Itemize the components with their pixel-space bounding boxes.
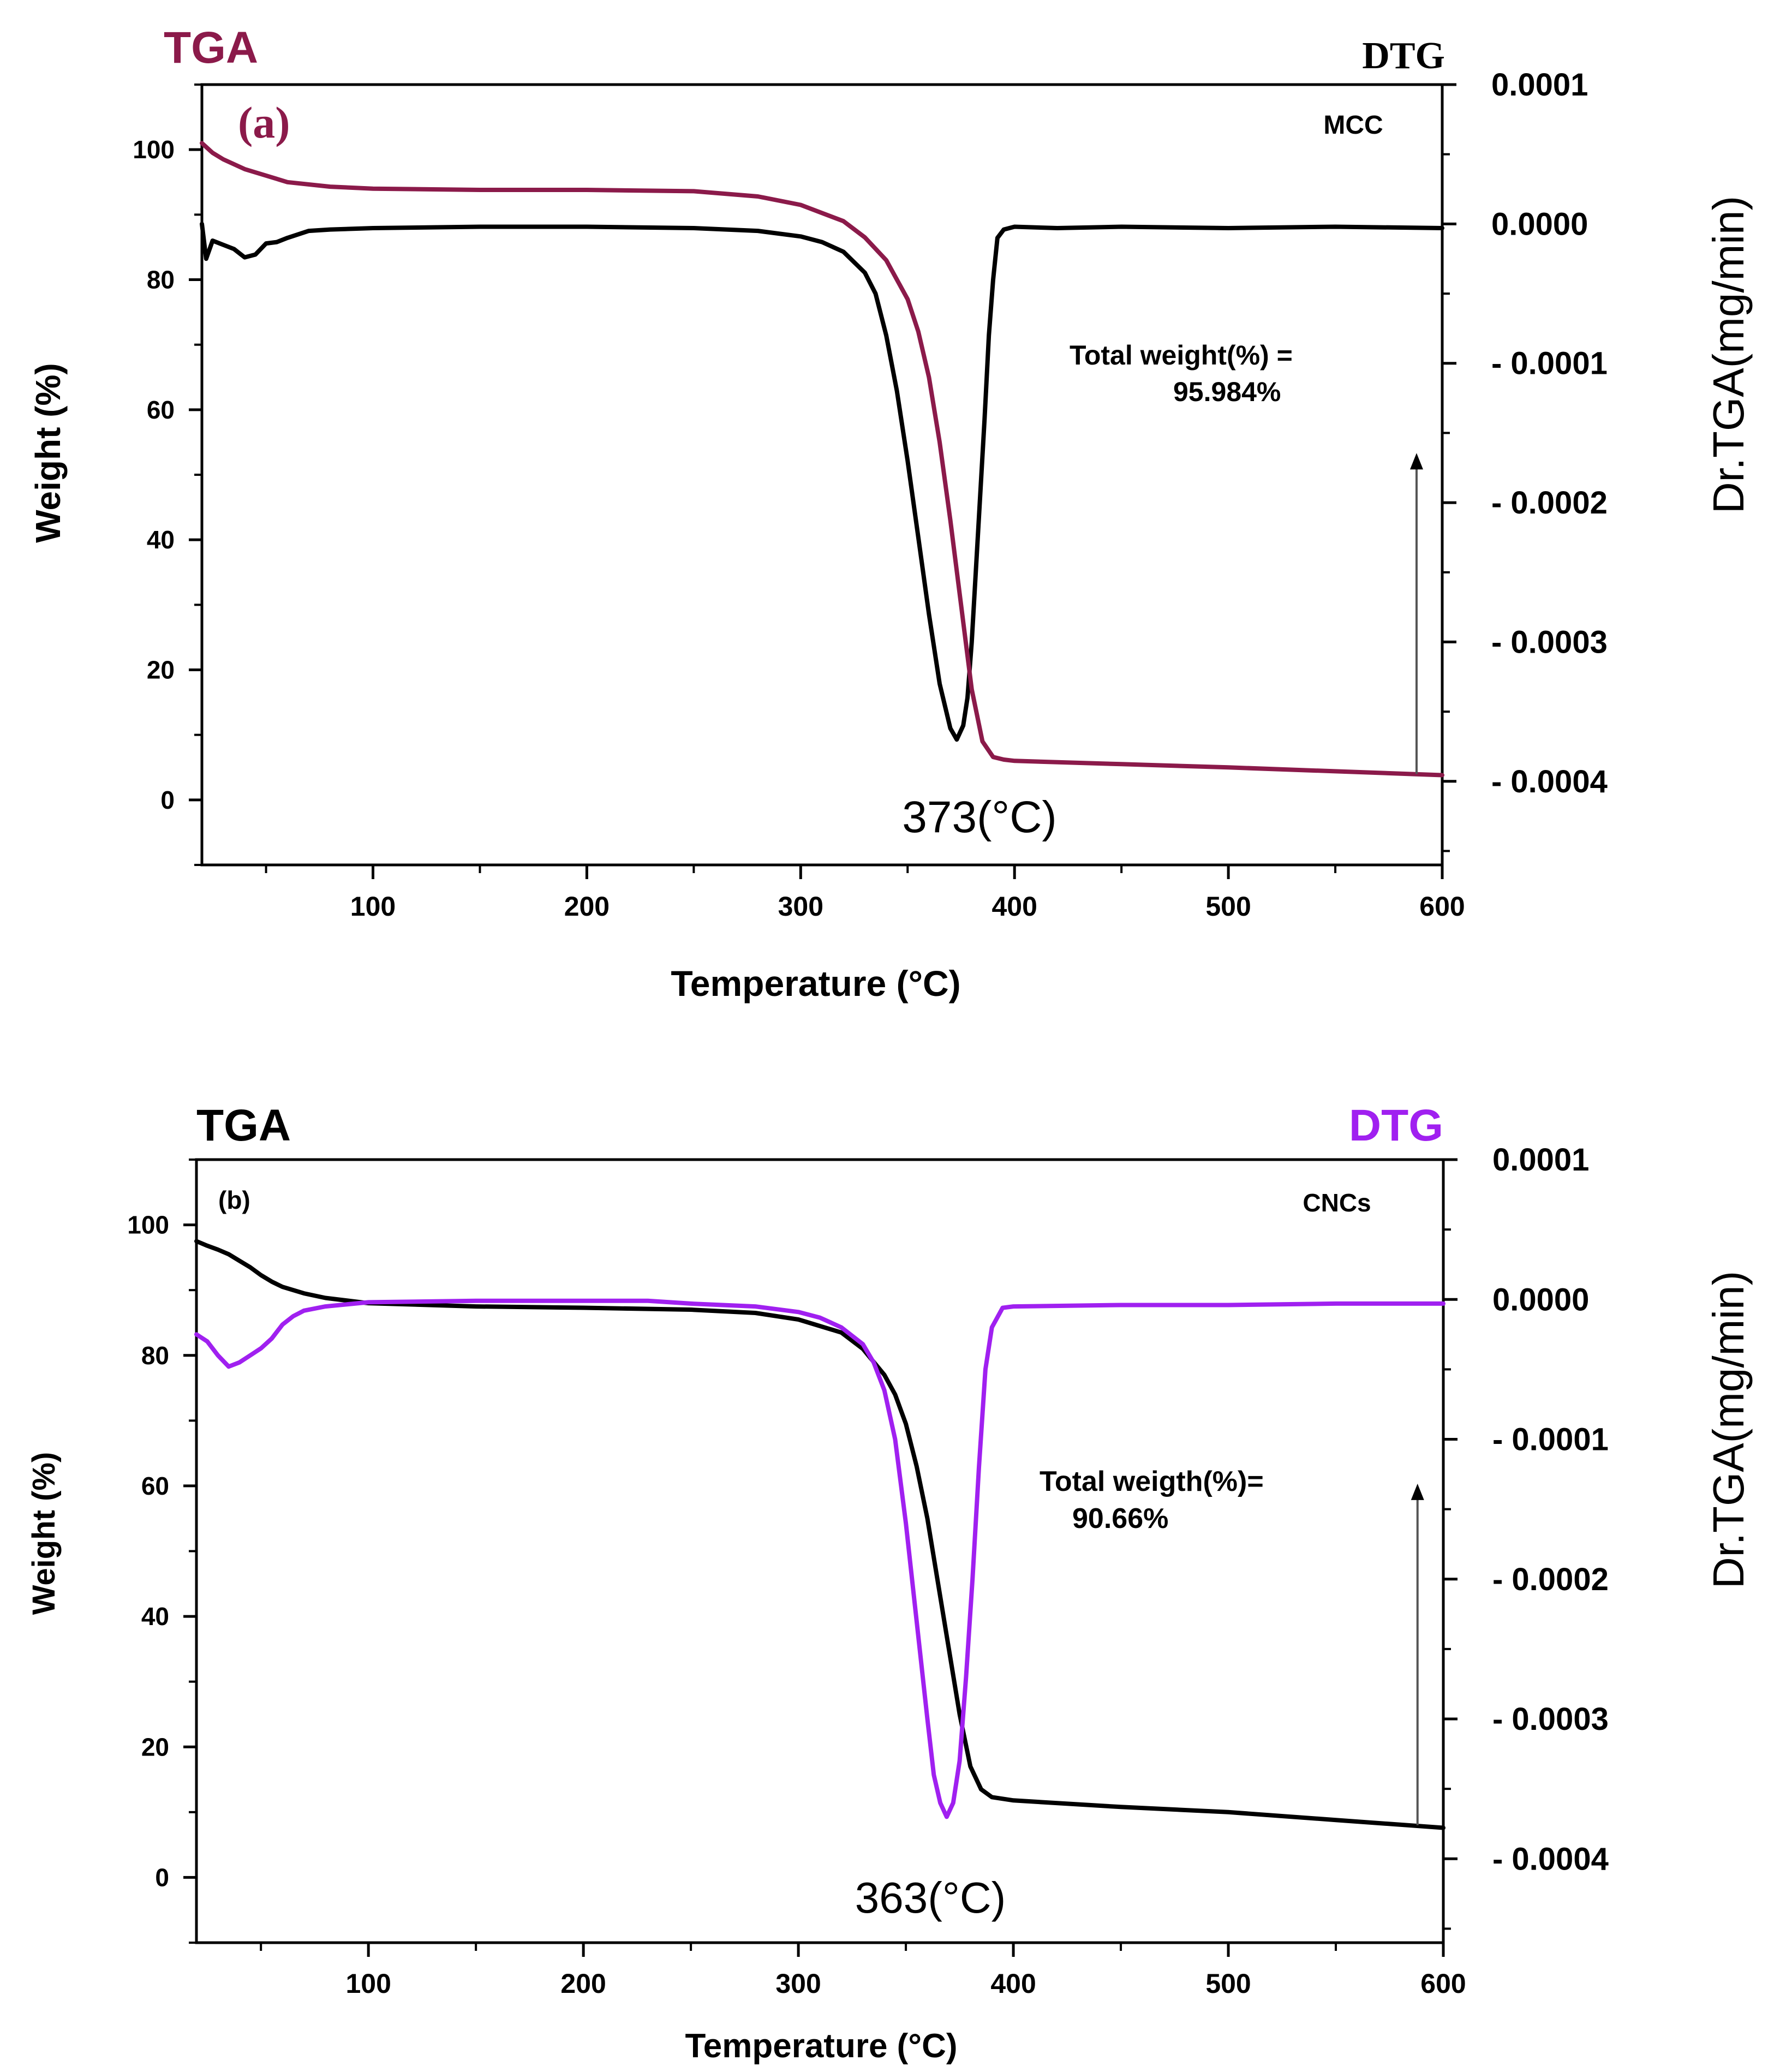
panel-a-y-axis-label-right: Dr.TGA(mg/min): [1704, 196, 1753, 513]
x-tick-label: 100: [345, 1968, 391, 1999]
weight-change-arrow-head: [1411, 1483, 1424, 1500]
y-right-tick-label: - 0.0003: [1491, 624, 1608, 660]
y-left-tick-label: 60: [147, 396, 175, 424]
series-dtg-line: [194, 1298, 1446, 1819]
y-right-tick-label: 0.0001: [1491, 67, 1588, 103]
y-left-tick-label: 0: [155, 1863, 169, 1891]
panel-b-plot-area: 100 200 300 400 500 600 0 20 40 60 80 100 0.0001 0.00…: [127, 1142, 1609, 1999]
y-right-tick-label: - 0.0002: [1491, 485, 1608, 521]
panel-b-label: (b): [218, 1186, 250, 1214]
y-left-tick-label: 0: [160, 786, 175, 814]
x-tick-label: 200: [564, 891, 610, 922]
panel-b-total-line1: Total weigth(%)=: [1040, 1466, 1264, 1497]
series-tga-line: [200, 141, 1444, 778]
x-tick-label: 600: [1419, 891, 1465, 922]
y-right-tick-label: - 0.0001: [1491, 346, 1608, 381]
panel-a-y-axis-label-left: Weight (%): [28, 363, 68, 542]
x-tick-label: 400: [991, 891, 1037, 922]
panel-a-total-line1: Total weight(%) =: [1070, 340, 1293, 371]
x-tick-label: 100: [350, 891, 396, 922]
panel-b-total-line2: 90.66%: [1072, 1503, 1168, 1534]
plot-frame: [195, 1158, 1445, 1944]
panel-b-y-axis-label-left: Weight (%): [26, 1452, 62, 1615]
y-left-tick-label: 40: [147, 526, 175, 554]
y-right-tick-label: 0.0000: [1491, 206, 1588, 242]
x-tick-label: 200: [560, 1968, 606, 1999]
panel-a-left-title: TGA: [164, 23, 258, 73]
plot-frame: [200, 83, 1444, 867]
y-right-tick-label: 0.0000: [1492, 1282, 1589, 1317]
y-left-tick-label: 80: [147, 266, 175, 294]
y-right-tick-label: - 0.0004: [1491, 764, 1608, 799]
panel-a-x-axis-label: Temperature (°C): [671, 963, 960, 1004]
panel-b-cncs: TGA DTG 100 200 300 400 500 600 0 20 40 60 80 100 0.…: [26, 1101, 1753, 2065]
series-tga-line: [194, 1239, 1446, 1830]
panel-a-right-title: DTG: [1362, 35, 1445, 77]
x-tick-label: 400: [990, 1968, 1036, 1999]
panel-a-label: (a): [238, 98, 290, 147]
x-tick-label: 300: [775, 1968, 821, 1999]
y-left-tick-label: 100: [127, 1211, 169, 1239]
y-left-tick-label: 20: [147, 656, 175, 684]
panel-b-right-title: DTG: [1349, 1101, 1443, 1150]
panel-a-mcc: TGA DTG 100 200 300 400 500 600 0 20 40 60 80 100 0.…: [28, 23, 1753, 1004]
y-left-tick-label: 80: [141, 1341, 169, 1370]
x-tick-label: 500: [1205, 891, 1251, 922]
y-right-tick-label: - 0.0003: [1492, 1701, 1609, 1737]
panel-b-y-axis-label-right: Dr.TGA(mg/min): [1704, 1271, 1753, 1589]
panel-b-x-axis-label: Temperature (°C): [685, 2027, 957, 2065]
panel-a-sample-label: MCC: [1323, 111, 1383, 140]
panel-b-sample-label: CNCs: [1303, 1189, 1371, 1217]
panel-b-left-title: TGA: [196, 1101, 291, 1150]
y-left-tick-label: 100: [133, 135, 175, 164]
x-tick-label: 300: [778, 891, 823, 922]
y-right-tick-label: - 0.0002: [1492, 1562, 1609, 1597]
y-left-tick-label: 60: [141, 1472, 169, 1500]
x-tick-label: 500: [1205, 1968, 1251, 1999]
panel-a-peak-label: 373(°C): [902, 792, 1056, 842]
x-tick-label: 600: [1420, 1968, 1466, 1999]
series-dtg-line: [200, 222, 1444, 742]
y-right-tick-label: 0.0001: [1492, 1142, 1589, 1178]
panel-a-plot-area: 100 200 300 400 500 600 0 20 40 60 80 100 0.0001 0.00…: [133, 67, 1608, 922]
panel-a-total-line2: 95.984%: [1173, 377, 1281, 407]
y-right-tick-label: - 0.0004: [1492, 1841, 1609, 1877]
y-right-tick-label: - 0.0001: [1492, 1422, 1609, 1458]
weight-change-arrow-head: [1409, 453, 1423, 470]
panel-b-peak-label: 363(°C): [855, 1873, 1006, 1922]
y-left-tick-label: 40: [141, 1602, 169, 1631]
y-left-tick-label: 20: [141, 1733, 169, 1761]
